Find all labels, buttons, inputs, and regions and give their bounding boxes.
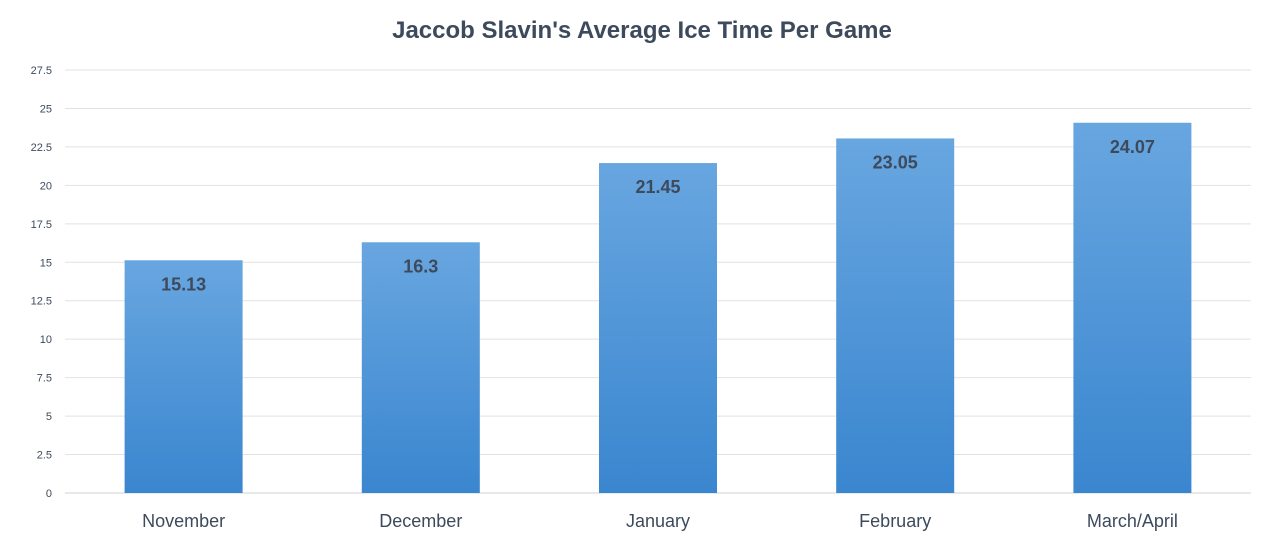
bars [124,122,1192,493]
x-tick-label: March/April [1087,511,1178,531]
x-axis-ticks: November December January February March/Apr… [142,511,1178,531]
data-label: 16.3 [403,256,438,276]
y-tick-label: 27.5 [31,65,52,77]
y-tick-label: 7.5 [37,373,52,385]
x-tick-label: December [379,511,462,531]
data-labels: 15.13 16.3 21.45 23.05 24.07 [161,137,1155,295]
bar [1073,122,1192,493]
bar [124,260,243,493]
y-tick-label: 20 [40,180,52,192]
data-label: 21.45 [635,177,680,197]
data-label: 15.13 [161,274,206,294]
y-tick-label: 25 [40,103,52,115]
x-tick-label: January [626,511,690,531]
x-tick-label: November [142,511,225,531]
y-tick-label: 15 [40,257,52,269]
y-tick-label: 0 [46,488,52,500]
y-tick-label: 10 [40,334,52,346]
bar [361,242,480,493]
y-tick-label: 12.5 [31,296,52,308]
bar [599,163,717,493]
chart-title: Jaccob Slavin's Average Ice Time Per Gam… [392,17,892,44]
y-tick-label: 22.5 [31,142,52,154]
y-axis-ticks: 0 2.5 5 7.5 10 12.5 15 17.5 20 22.5 25 27.5 [31,65,52,500]
y-tick-label: 5 [46,411,52,423]
y-tick-label: 17.5 [31,219,52,231]
data-label: 24.07 [1110,137,1155,157]
bar [836,138,955,493]
x-tick-label: February [859,511,931,531]
data-label: 23.05 [873,152,918,172]
y-tick-label: 2.5 [37,450,52,462]
